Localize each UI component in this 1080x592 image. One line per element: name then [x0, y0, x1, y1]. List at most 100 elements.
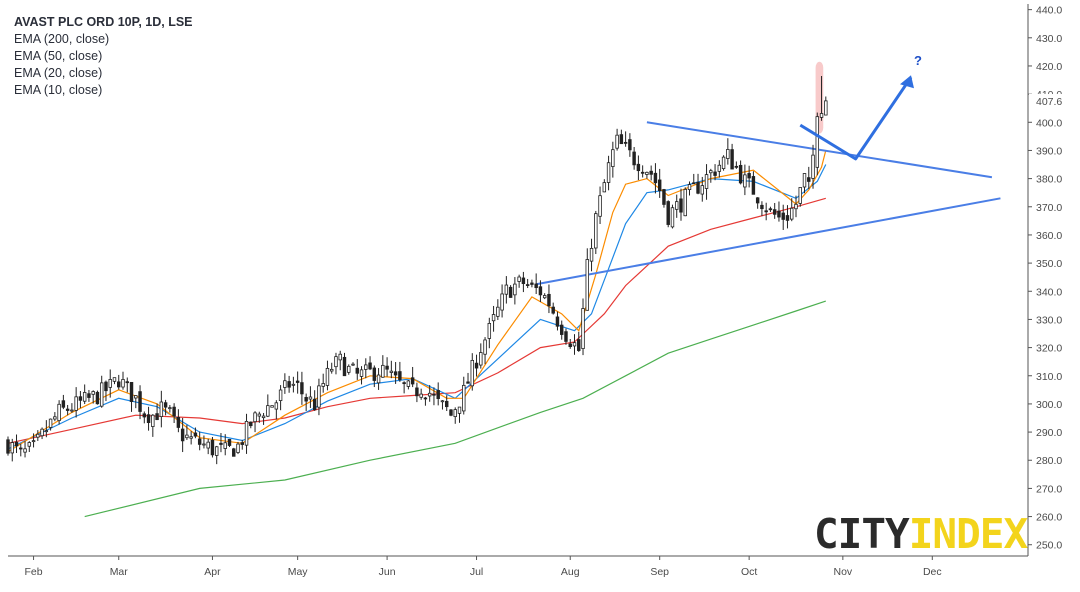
candle — [730, 149, 734, 170]
candle — [785, 215, 790, 221]
y-tick-label: 440.0 — [1036, 5, 1062, 17]
candle — [189, 436, 193, 439]
candle — [121, 379, 125, 388]
projection-arrow: ? — [799, 53, 922, 161]
current-price-label: 407.6 — [1036, 96, 1062, 108]
candle — [483, 339, 487, 355]
candle — [462, 384, 466, 412]
candle — [232, 448, 236, 457]
x-tick-label-dec: Dec — [923, 566, 942, 578]
candle — [325, 367, 330, 386]
candle — [261, 415, 266, 419]
candle — [283, 380, 287, 388]
candle — [78, 396, 83, 401]
candle — [347, 365, 351, 373]
candle — [819, 113, 824, 118]
candle — [219, 442, 223, 445]
legend-ema20: EMA (20, close) — [14, 66, 103, 80]
candlesticks — [6, 75, 828, 465]
candle — [206, 441, 210, 449]
candle — [74, 396, 78, 411]
question-mark: ? — [914, 53, 922, 68]
y-tick-label: 280.0 — [1036, 455, 1062, 467]
candle — [389, 370, 394, 373]
candle — [372, 367, 377, 381]
candle — [10, 442, 14, 454]
candle — [308, 396, 313, 400]
projection-path — [799, 76, 913, 161]
candle — [772, 209, 777, 215]
candle — [65, 408, 70, 411]
y-tick-label: 360.0 — [1036, 230, 1062, 242]
legend-ema200: EMA (200, close) — [14, 32, 110, 46]
candle — [364, 364, 368, 370]
candle — [244, 420, 249, 446]
x-tick-label-mar: Mar — [110, 566, 129, 578]
candle — [798, 187, 802, 204]
candle — [551, 306, 555, 314]
x-tick-label-aug: Aug — [561, 566, 580, 578]
candle — [398, 371, 402, 381]
candle — [670, 207, 675, 228]
candle — [555, 316, 560, 327]
candle — [675, 201, 679, 210]
candle — [304, 397, 308, 402]
candle — [168, 407, 172, 410]
candle — [423, 397, 428, 400]
candle — [36, 433, 40, 438]
ema50-line — [7, 197, 826, 444]
candle — [606, 162, 611, 183]
y-tick-label: 270.0 — [1036, 483, 1062, 495]
candle — [427, 392, 432, 397]
candle — [129, 381, 134, 402]
candle — [27, 442, 32, 447]
candle — [653, 172, 658, 184]
candle — [547, 293, 551, 307]
y-tick-label: 340.0 — [1036, 286, 1062, 298]
candle — [615, 134, 619, 149]
candle — [777, 210, 781, 218]
candle — [159, 401, 164, 418]
candle — [824, 100, 828, 116]
candle — [564, 331, 568, 342]
candle — [151, 414, 155, 427]
candle — [598, 195, 602, 217]
candle — [645, 171, 649, 175]
candle — [581, 308, 585, 349]
candle — [794, 203, 798, 210]
y-tick-label: 260.0 — [1036, 512, 1062, 524]
candle — [385, 365, 389, 370]
y-tick-label: 430.0 — [1036, 33, 1062, 45]
candle — [278, 389, 283, 401]
candle — [534, 283, 538, 289]
legend-ema10: EMA (10, close) — [14, 83, 103, 97]
candle — [619, 134, 624, 145]
candle — [415, 387, 419, 397]
candle — [530, 282, 534, 285]
candle — [82, 392, 87, 402]
candle — [329, 368, 334, 372]
candle — [210, 439, 215, 456]
candle — [163, 402, 168, 408]
candle — [683, 188, 687, 217]
candle — [6, 439, 10, 454]
candle — [87, 393, 91, 398]
current-price-box — [1029, 93, 1077, 108]
candle — [811, 154, 815, 179]
candle — [287, 381, 291, 388]
candle — [351, 363, 355, 366]
candle — [57, 403, 61, 421]
legend-ema50: EMA (50, close) — [14, 49, 103, 63]
candle — [640, 171, 645, 174]
candle — [764, 210, 768, 213]
logo-index: INDEX — [908, 510, 1028, 558]
y-tick-label: 320.0 — [1036, 343, 1062, 355]
resistance-trendline — [646, 121, 993, 179]
candle — [628, 139, 632, 151]
candle — [815, 116, 820, 168]
candle — [19, 447, 23, 450]
candle — [611, 149, 615, 167]
candle — [449, 409, 453, 416]
candle — [125, 381, 129, 384]
